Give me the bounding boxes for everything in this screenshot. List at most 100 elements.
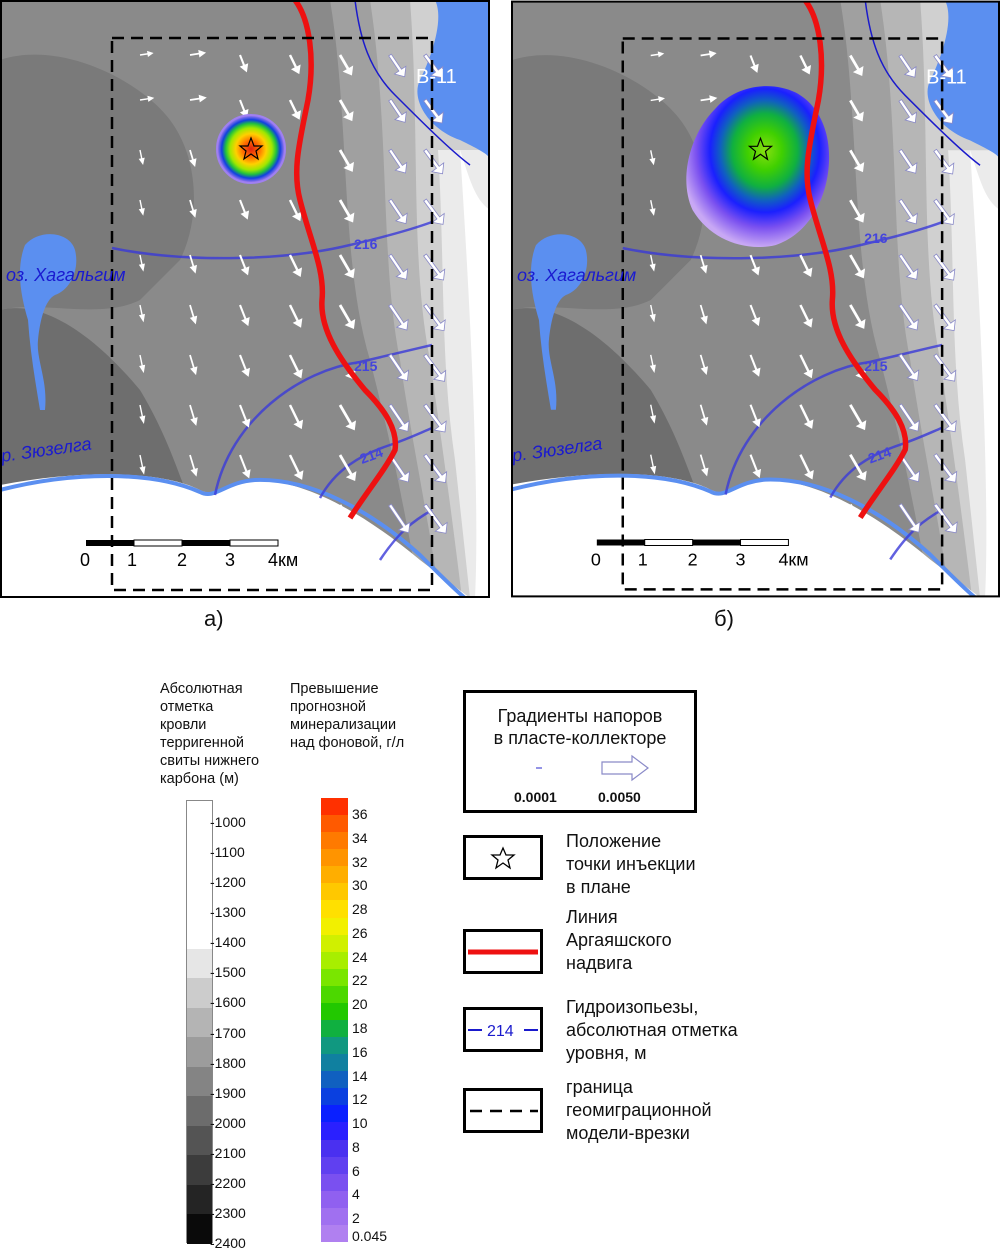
gradient-arrow bbox=[699, 304, 708, 325]
elevation-tick-label: -1000 bbox=[210, 814, 246, 830]
elevation-tick-label: -2000 bbox=[210, 1114, 246, 1131]
legend-thrust-line: Линия bbox=[566, 907, 618, 927]
map-a-scale-tick-3: 3 bbox=[225, 550, 235, 570]
mineralization-title-line: Превышение bbox=[290, 681, 379, 697]
legend-injection-line: Положение bbox=[566, 831, 662, 851]
gradient-arrow bbox=[933, 503, 958, 534]
legend-boundary-line: граница bbox=[566, 1077, 633, 1097]
map-a-east-area bbox=[460, 150, 489, 597]
map-a-isoline-214 bbox=[318, 426, 433, 499]
gradient-arrow bbox=[423, 198, 445, 225]
gradient-arrow bbox=[933, 253, 956, 281]
legend-boundary-dash-sample bbox=[470, 1109, 538, 1113]
mineralization-color-ramp bbox=[321, 798, 348, 1243]
gradient-arrow bbox=[388, 98, 407, 123]
gradient-arrow bbox=[849, 149, 865, 173]
map-b-scale-tick-3: 3 bbox=[736, 549, 746, 569]
gradient-arrow bbox=[933, 403, 957, 433]
gradient-arrow bbox=[423, 403, 447, 433]
mineralization-tick-label: 20 bbox=[352, 996, 368, 1013]
map-panel-b: В-11 оз. Хагальгим р. Зюзелга 216 215 21… bbox=[510, 0, 1000, 598]
map-b-iso-216-label: 216 bbox=[864, 230, 888, 246]
map-a-iso-214-label: 214 bbox=[358, 444, 386, 467]
gradient-arrow bbox=[649, 354, 656, 374]
gradient-arrow bbox=[189, 199, 197, 218]
mineralization-ramp-step bbox=[321, 1002, 348, 1021]
elevation-tick-label: -2200 bbox=[210, 1174, 246, 1191]
legend-boundary-line: геомиграционной bbox=[566, 1100, 712, 1120]
gradient-arrow bbox=[649, 200, 656, 216]
mineralization-tick-label: 12 bbox=[352, 1091, 368, 1108]
gradient-arrow bbox=[338, 404, 357, 431]
elevation-ramp-step bbox=[187, 860, 212, 890]
gradient-arrow bbox=[338, 149, 354, 172]
map-b-isoline-214 bbox=[829, 426, 943, 499]
gradient-arrow bbox=[749, 404, 761, 428]
gradient-arrow bbox=[338, 54, 354, 76]
legend-isoline-sample: 214 bbox=[468, 1023, 538, 1040]
gradient-arrow bbox=[338, 99, 354, 122]
gradient-arrow bbox=[849, 404, 867, 431]
map-a-reservoir-outline bbox=[354, 1, 471, 166]
mineralization-ramp-step bbox=[321, 1071, 348, 1089]
mineralization-ramp-step bbox=[321, 883, 348, 901]
elevation-title-line: Абсолютная bbox=[160, 681, 243, 697]
legend-injection-swatch bbox=[463, 835, 543, 880]
gradient-arrow bbox=[699, 404, 709, 426]
gradient-arrow bbox=[933, 303, 956, 332]
mineralization-tick-label: 32 bbox=[352, 853, 368, 870]
gradients-legend-title: Градиенты напоров в пласте-коллекторе bbox=[466, 705, 694, 749]
elevation-tick-label: -1300 bbox=[210, 904, 246, 921]
gradient-arrow bbox=[139, 404, 146, 424]
mineralization-ramp-step bbox=[321, 1054, 348, 1072]
map-a-injection-star-icon bbox=[238, 136, 264, 161]
legend-boundary-swatch bbox=[463, 1088, 543, 1133]
mineralization-tick-label: 18 bbox=[352, 1020, 368, 1036]
legend-thrust-line: Аргаяшского bbox=[566, 930, 672, 950]
mineralization-ramp-step bbox=[321, 815, 348, 833]
gradient-arrow bbox=[138, 254, 145, 272]
gradient-arrow bbox=[239, 354, 250, 377]
map-b-reservoir-label: В-11 bbox=[926, 66, 967, 88]
gradient-arrow bbox=[189, 304, 198, 325]
mineralization-ramp-step bbox=[321, 968, 348, 987]
elevation-ramp-step bbox=[187, 1214, 212, 1244]
legend-boundary-line: модели-врезки bbox=[566, 1123, 690, 1143]
gradient-arrow bbox=[650, 454, 657, 475]
map-a-scale-tick-4: 4км bbox=[268, 550, 298, 570]
gradient-arrow bbox=[799, 304, 813, 328]
mineralization-ramp-step bbox=[321, 849, 348, 867]
mineralization-tick-label: 36 bbox=[352, 806, 368, 822]
map-a-scale-tick-2: 2 bbox=[177, 550, 187, 570]
legend-injection-line: в плане bbox=[566, 877, 631, 897]
gradient-arrow bbox=[799, 254, 813, 278]
mineralization-ramp-step bbox=[321, 1105, 348, 1123]
gradient-arrow bbox=[749, 254, 760, 276]
gradient-arrow bbox=[288, 354, 303, 379]
mineralization-ramp-step bbox=[321, 951, 348, 970]
gradient-arrow bbox=[189, 94, 207, 103]
mineralization-tick-label: 6 bbox=[352, 1162, 360, 1179]
gradients-legend-samples bbox=[536, 754, 649, 782]
legend-isoline-line: абсолютная отметка bbox=[566, 1020, 738, 1040]
elevation-ramp-step bbox=[187, 1007, 212, 1038]
gradient-arrow bbox=[849, 199, 865, 223]
mineralization-tick-label: 28 bbox=[352, 901, 368, 918]
mineralization-ramp-step bbox=[321, 900, 348, 919]
gradient-arrow bbox=[388, 253, 409, 280]
mineralization-ramp-step bbox=[321, 1020, 348, 1038]
gradient-arrow bbox=[388, 353, 410, 382]
mineralization-legend-title: Превышение прогнозной минерализации над … bbox=[290, 680, 430, 752]
mineralization-tick-label: 24 bbox=[352, 948, 368, 965]
gradient-arrow bbox=[650, 51, 665, 58]
gradient-min-value: 0.0001 bbox=[514, 789, 557, 805]
mineralization-ramp-step bbox=[321, 1088, 348, 1106]
gradient-max-arrow-icon bbox=[601, 754, 649, 782]
mineralization-tick-labels: 36 34 32 30 28 26 24 22 20 18 16 14 12 10 8 6 4 2 0.045 bbox=[346, 798, 416, 1244]
gradient-arrow bbox=[388, 403, 410, 432]
mineralization-title-line: прогнозной bbox=[290, 699, 366, 715]
map-a-isoline-215 bbox=[213, 343, 433, 496]
elevation-tick-label: -1500 bbox=[210, 964, 246, 981]
gradient-arrow bbox=[423, 98, 444, 124]
gradient-arrow bbox=[239, 254, 250, 276]
